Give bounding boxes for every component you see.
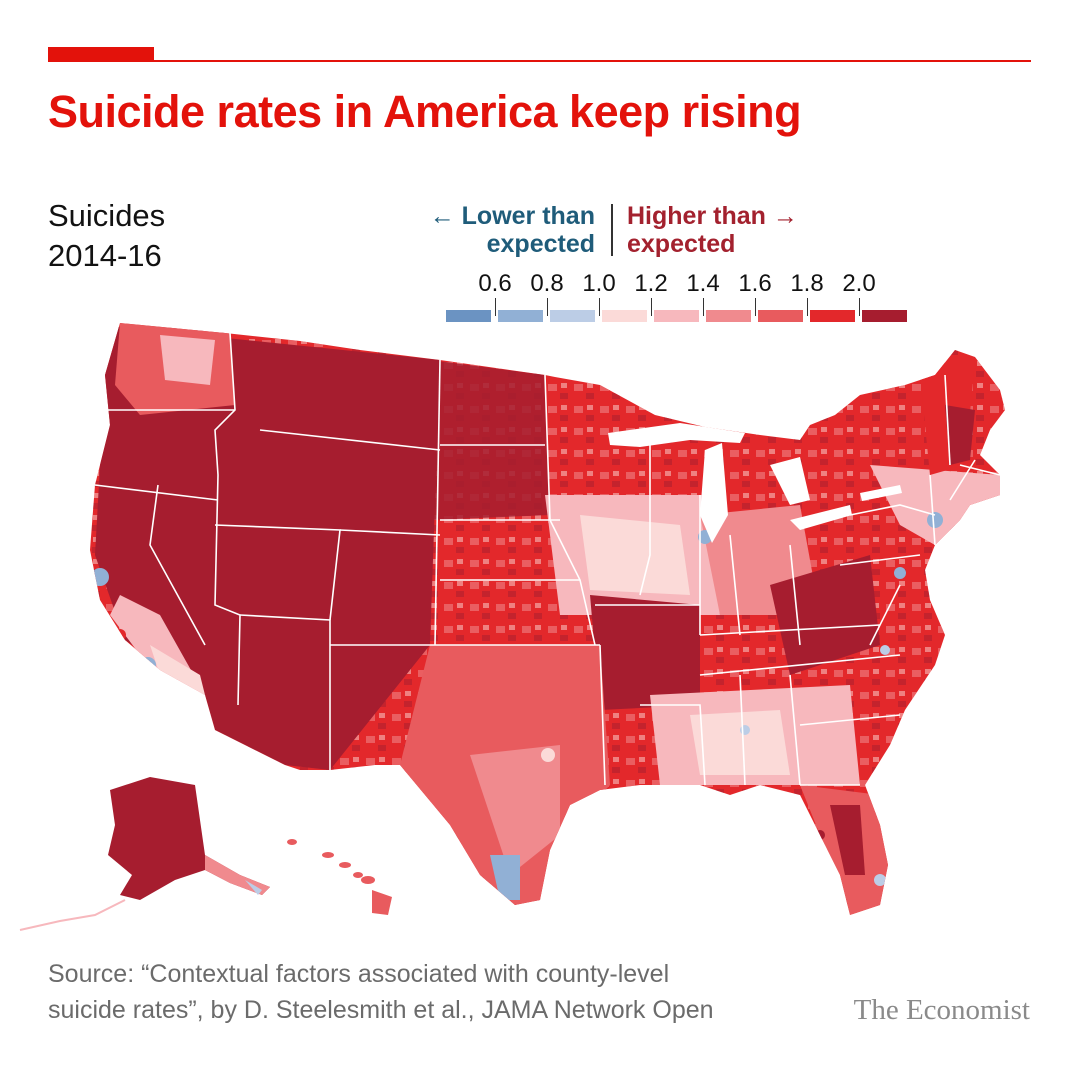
legend-swatch <box>498 310 543 322</box>
legend-tick <box>599 298 600 316</box>
legend-tick-label: 1.2 <box>634 270 668 297</box>
legend-swatch <box>446 310 491 322</box>
legend-tick-label: 1.0 <box>582 270 616 297</box>
us-county-map <box>19 323 1005 931</box>
legend-swatch <box>758 310 803 322</box>
legend-swatch <box>550 310 595 322</box>
legend-higher-label: Higher than → expected <box>627 202 798 258</box>
period-label: 2014-16 <box>48 238 162 273</box>
legend-tick-label: 1.4 <box>686 270 720 297</box>
source-note: Source: “Contextual factors associated w… <box>48 960 714 1024</box>
legend-tick <box>859 298 860 316</box>
state-borders <box>94 332 1001 786</box>
header-tag <box>48 47 154 62</box>
legend-tick <box>703 298 704 316</box>
chart-title: Suicide rates in America keep rising <box>48 86 802 137</box>
header-rule <box>48 60 1031 62</box>
legend-swatch <box>602 310 647 322</box>
legend-tick <box>807 298 808 316</box>
legend-swatch <box>654 310 699 322</box>
hawaii <box>287 839 392 915</box>
legend-swatch <box>862 310 907 322</box>
publisher-logo: The Economist <box>853 994 1030 1026</box>
legend-tick <box>755 298 756 316</box>
legend-lower-label: ← Lower than expected <box>429 202 595 258</box>
legend-tick <box>547 298 548 316</box>
legend-tick-label: 1.8 <box>790 270 824 297</box>
contiguous-us <box>90 323 1005 915</box>
legend-tick-label: 0.8 <box>530 270 564 297</box>
measure-label: Suicides <box>48 198 166 233</box>
legend-tick-label: 0.6 <box>478 270 512 297</box>
legend-swatch <box>810 310 855 322</box>
legend-divider <box>611 204 613 256</box>
chart-subtitle: Suicides 2014-16 <box>48 196 165 276</box>
color-legend: ← Lower than expected Higher than → expe… <box>420 200 980 330</box>
legend-tick-label: 1.6 <box>738 270 772 297</box>
legend-tick <box>651 298 652 316</box>
legend-tick <box>495 298 496 316</box>
great-lakes <box>608 423 902 543</box>
legend-tick-label: 2.0 <box>842 270 876 297</box>
legend-swatch <box>706 310 751 322</box>
alaska <box>19 777 270 931</box>
